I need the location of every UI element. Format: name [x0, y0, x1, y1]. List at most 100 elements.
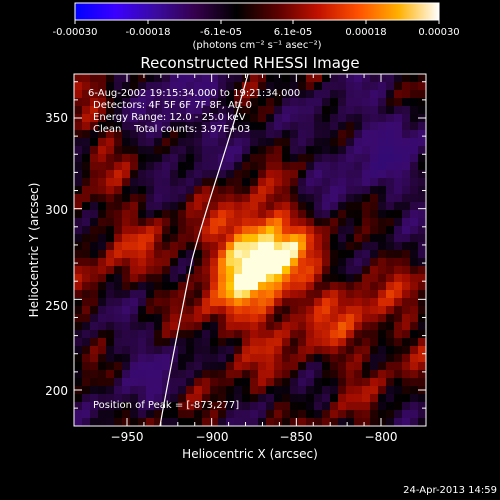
heatmap-cell: [418, 410, 426, 419]
heatmap-cell: [74, 210, 83, 219]
heatmap-cell: [154, 266, 163, 275]
heatmap-cell: [98, 370, 107, 379]
heatmap-cell: [194, 98, 203, 107]
heatmap-cell: [250, 130, 259, 139]
heatmap-cell: [250, 290, 259, 299]
heatmap-cell: [114, 266, 123, 275]
heatmap-cell: [154, 122, 163, 131]
heatmap-cell: [346, 186, 355, 195]
heatmap-cell: [370, 218, 379, 227]
heatmap-cell: [138, 386, 147, 395]
heatmap-cell: [258, 330, 267, 339]
heatmap-cell: [114, 418, 123, 426]
heatmap-cell: [378, 82, 387, 91]
heatmap-cell: [274, 194, 283, 203]
heatmap-cell: [306, 282, 315, 291]
heatmap-cell: [162, 346, 171, 355]
heatmap-cell: [210, 362, 219, 371]
heatmap-cell: [346, 146, 355, 155]
heatmap-cell: [266, 410, 275, 419]
heatmap-cell: [130, 218, 139, 227]
heatmap-cell: [90, 74, 99, 83]
heatmap-cell: [226, 258, 235, 267]
heatmap-cell: [282, 282, 291, 291]
heatmap-cell: [194, 362, 203, 371]
heatmap-cell: [218, 306, 227, 315]
heatmap-cell: [322, 114, 331, 123]
heatmap-cell: [218, 354, 227, 363]
plot-title: Reconstructed RHESSI Image: [140, 54, 359, 72]
heatmap-cell: [306, 346, 315, 355]
heatmap-cell: [146, 330, 155, 339]
heatmap-cell: [194, 274, 203, 283]
heatmap-cell: [178, 266, 187, 275]
heatmap-cell: [122, 130, 131, 139]
heatmap-cell: [242, 242, 251, 251]
heatmap-cell: [362, 162, 371, 171]
heatmap-cell: [194, 106, 203, 115]
heatmap-cell: [234, 146, 243, 155]
heatmap-cell: [170, 122, 179, 131]
heatmap-cell: [346, 90, 355, 99]
heatmap-cell: [130, 314, 139, 323]
heatmap-cell: [210, 82, 219, 91]
heatmap-cell: [322, 122, 331, 131]
heatmap-cell: [154, 298, 163, 307]
heatmap-cell: [138, 378, 147, 387]
heatmap-cell: [250, 394, 259, 403]
heatmap-cell: [154, 146, 163, 155]
heatmap-cell: [98, 250, 107, 259]
heatmap-cell: [394, 370, 403, 379]
heatmap-cell: [282, 314, 291, 323]
heatmap-cell: [114, 138, 123, 147]
heatmap-cell: [114, 314, 123, 323]
heatmap-cell: [330, 338, 339, 347]
heatmap-cell: [138, 154, 147, 163]
x-tick-label-2: −900: [196, 430, 229, 444]
heatmap-cell: [74, 418, 83, 426]
heatmap-cell: [418, 202, 426, 211]
heatmap-cell: [282, 202, 291, 211]
heatmap-cell: [226, 378, 235, 387]
heatmap-cell: [106, 410, 115, 419]
heatmap-cell: [322, 330, 331, 339]
heatmap-cell: [306, 186, 315, 195]
heatmap-cell: [346, 154, 355, 163]
heatmap-cell: [258, 82, 267, 91]
heatmap-cell: [410, 282, 419, 291]
heatmap-cell: [82, 98, 91, 107]
heatmap-cell: [418, 106, 426, 115]
heatmap-cell: [122, 162, 131, 171]
heatmap-cell: [418, 178, 426, 187]
heatmap-cell: [282, 290, 291, 299]
heatmap-cell: [82, 322, 91, 331]
heatmap-cell: [186, 354, 195, 363]
heatmap-cell: [418, 314, 426, 323]
heatmap-cell: [282, 74, 291, 83]
heatmap-cell: [178, 298, 187, 307]
heatmap-cell: [170, 354, 179, 363]
heatmap-cell: [146, 82, 155, 91]
heatmap-cell: [242, 114, 251, 123]
heatmap-cell: [106, 306, 115, 315]
heatmap-cell: [194, 298, 203, 307]
heatmap-cell: [226, 122, 235, 131]
heatmap-cell: [138, 370, 147, 379]
heatmap-cell: [322, 194, 331, 203]
heatmap-cell: [306, 306, 315, 315]
heatmap-cell: [90, 226, 99, 235]
heatmap-cell: [74, 74, 83, 83]
heatmap-cell: [338, 194, 347, 203]
heatmap-cell: [282, 410, 291, 419]
heatmap-cell: [234, 210, 243, 219]
heatmap-cell: [362, 234, 371, 243]
heatmap-cell: [234, 370, 243, 379]
heatmap-cell: [354, 114, 363, 123]
heatmap-cell: [242, 258, 251, 267]
heatmap-cell: [362, 354, 371, 363]
heatmap-cell: [370, 314, 379, 323]
heatmap-cell: [266, 122, 275, 131]
heatmap-cell: [242, 410, 251, 419]
heatmap-cell: [202, 394, 211, 403]
heatmap-cell: [306, 402, 315, 411]
